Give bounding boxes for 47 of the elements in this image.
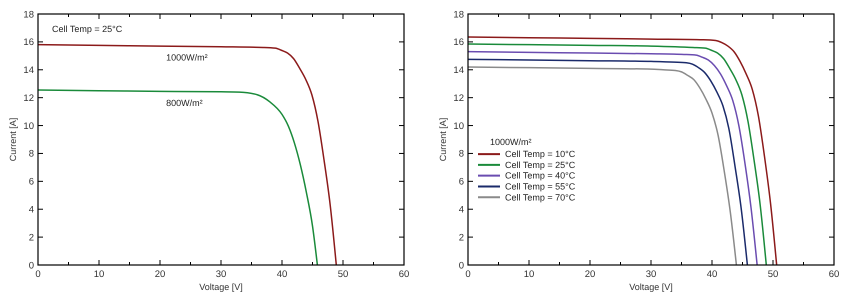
x-tick-label: 10 (524, 269, 534, 280)
y-tick-label: 16 (453, 37, 464, 48)
y-tick-label: 14 (23, 65, 34, 76)
y-axis-title: Current [A] (8, 118, 18, 162)
y-axis-title: Current [A] (438, 118, 448, 162)
y-tick-label: 6 (28, 176, 34, 188)
y-tick-label: 10 (23, 120, 34, 132)
annotation: 800W/m² (166, 98, 203, 108)
y-tick-label: 18 (453, 9, 464, 20)
x-tick-label: 30 (646, 269, 656, 280)
x-tick-label: 60 (828, 269, 840, 280)
legend-label: Cell Temp = 55°C (505, 181, 576, 192)
line-series (37, 89, 318, 266)
y-tick-label: 6 (458, 176, 464, 188)
x-tick-label: 60 (398, 269, 410, 280)
legend-label: Cell Temp = 25°C (505, 160, 576, 170)
x-tick-label: 40 (276, 269, 288, 280)
x-tick-label: 50 (768, 269, 778, 280)
x-tick-label: 20 (154, 269, 166, 280)
line-series (37, 44, 338, 266)
y-tick-label: 12 (23, 92, 34, 104)
x-axis-title: Voltage [V] (199, 282, 243, 292)
y-tick-label: 2 (28, 232, 34, 244)
annotation: Cell Temp = 25°C (52, 24, 123, 34)
x-tick-label: 40 (706, 269, 718, 280)
y-tick-label: 0 (28, 260, 34, 272)
x-tick-label: 20 (584, 269, 596, 280)
legend-label: Cell Temp = 40°C (505, 170, 576, 181)
y-tick-label: 16 (23, 37, 34, 48)
x-tick-label: 30 (216, 269, 226, 280)
y-tick-label: 0 (458, 260, 464, 272)
y-tick-label: 8 (28, 148, 34, 160)
x-tick-label: 10 (94, 269, 104, 280)
y-tick-label: 18 (23, 9, 34, 20)
x-axis-title: Voltage [V] (629, 282, 673, 292)
y-tick-label: 14 (453, 65, 464, 76)
y-tick-label: 12 (453, 92, 464, 104)
y-tick-label: 4 (28, 204, 34, 216)
annotation: 1000W/m² (166, 52, 208, 63)
legend-title: 1000W/m² (490, 137, 532, 148)
legend-label: Cell Temp = 10°C (505, 149, 576, 160)
y-tick-label: 10 (453, 120, 464, 132)
legend-label: Cell Temp = 70°C (505, 192, 576, 202)
y-tick-label: 8 (458, 148, 464, 160)
y-tick-label: 2 (458, 232, 464, 244)
x-tick-label: 50 (338, 269, 348, 280)
y-tick-label: 4 (458, 204, 464, 216)
